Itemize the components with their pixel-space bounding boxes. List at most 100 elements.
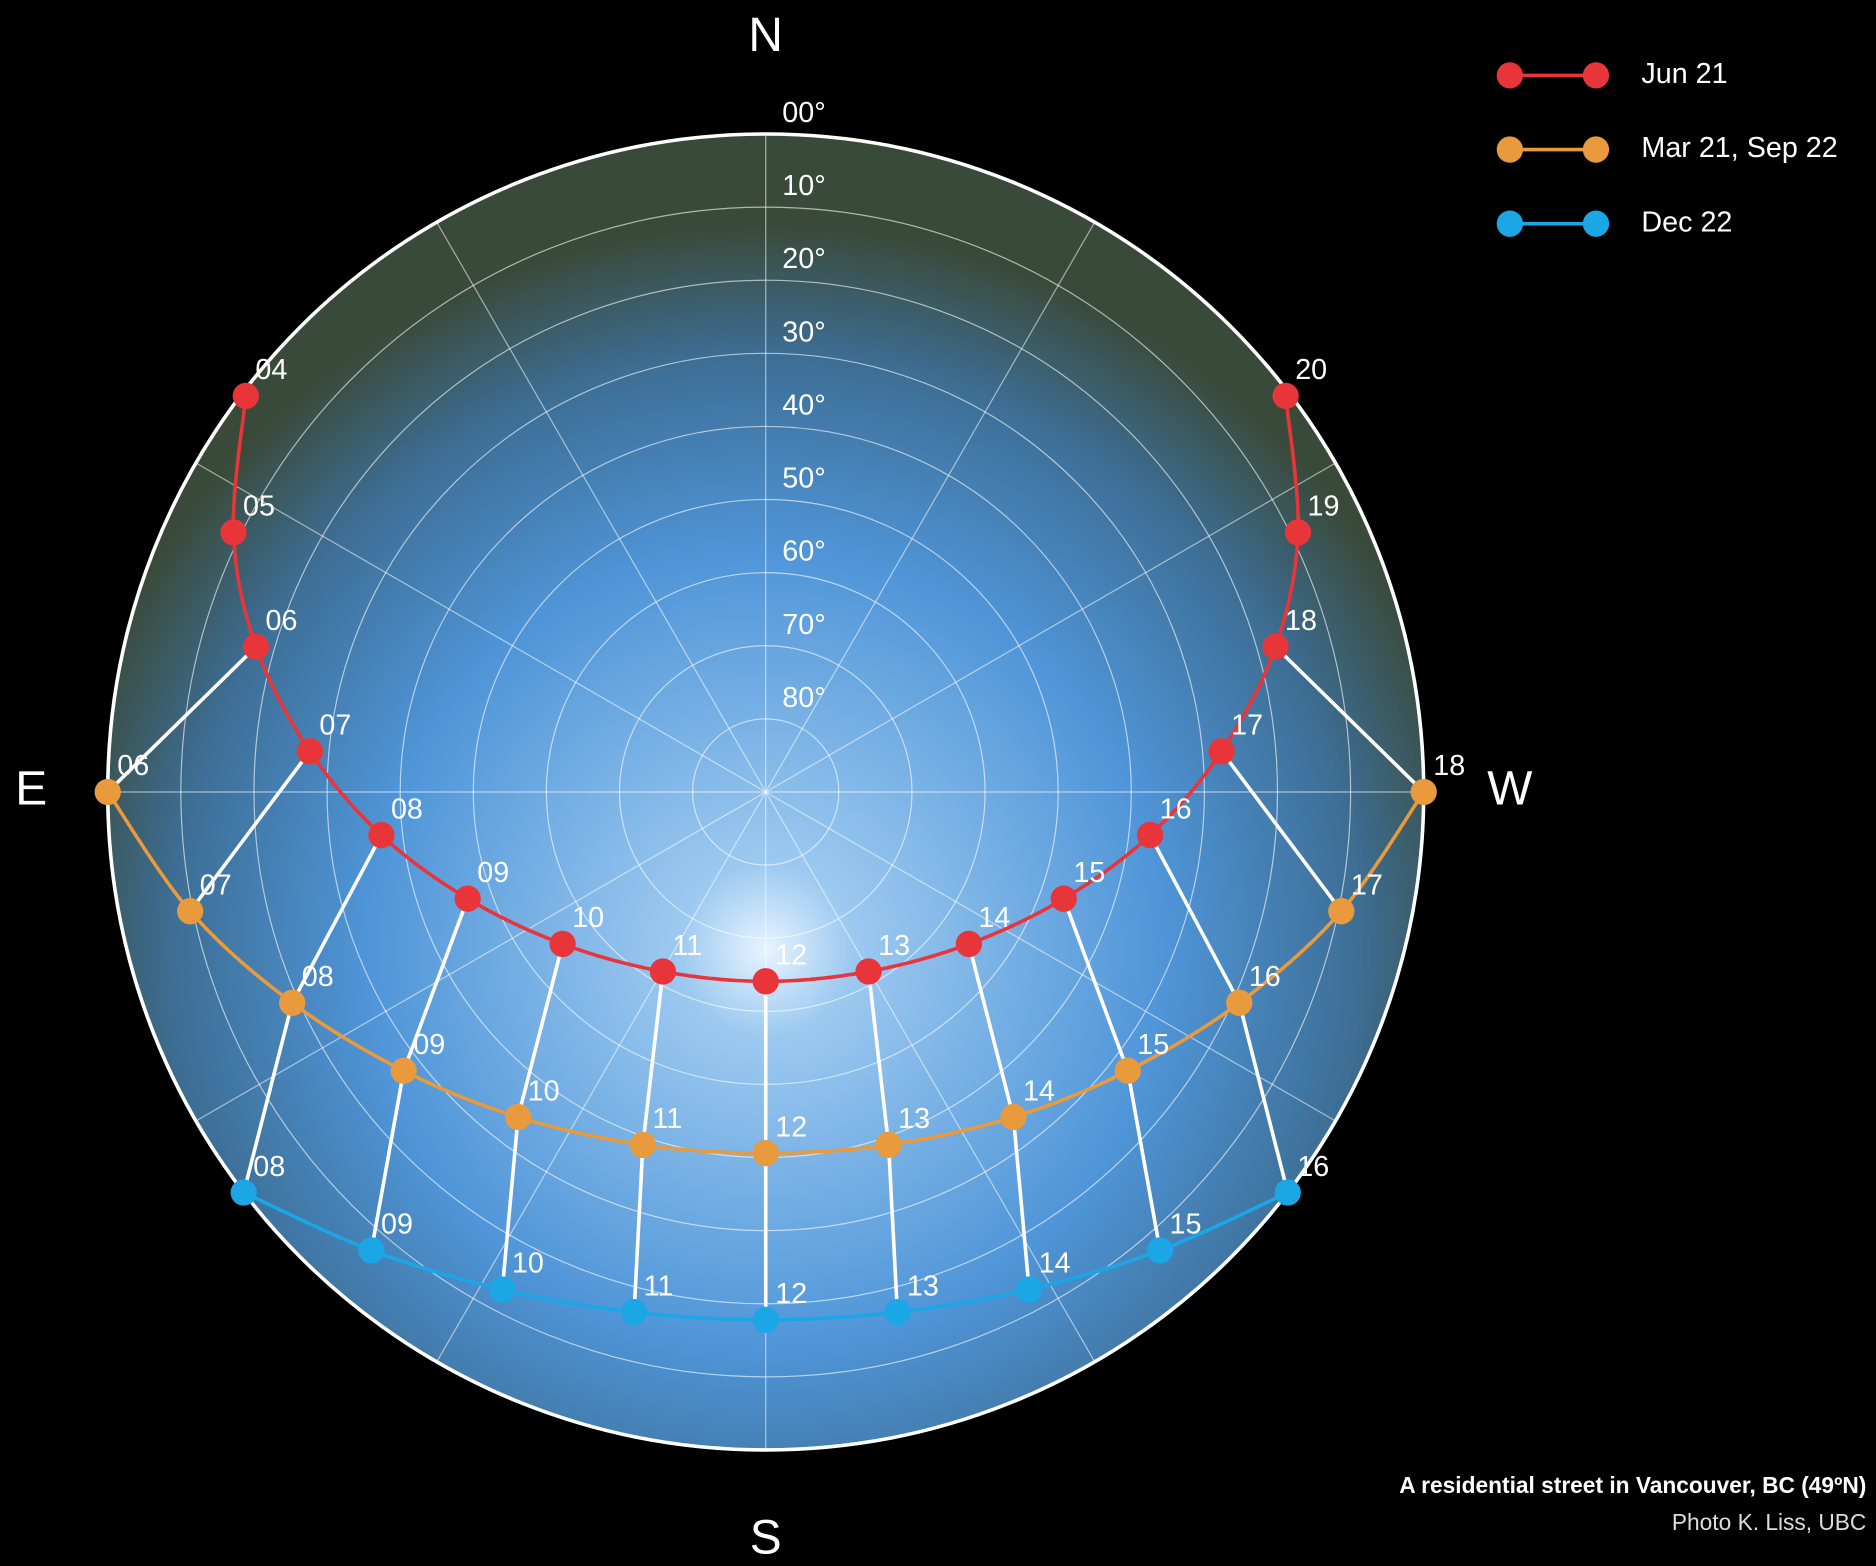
sun-position — [1262, 633, 1289, 660]
spoke — [765, 791, 1336, 1122]
sun-position — [884, 1299, 911, 1326]
hour-label: 09 — [413, 1029, 445, 1061]
hour-label: 09 — [381, 1209, 413, 1241]
sun-position — [1146, 1237, 1174, 1264]
hour-label: 08 — [253, 1151, 285, 1183]
legend-label: Jun 21 — [1641, 58, 1727, 90]
north-label: N — [748, 9, 783, 62]
altitude-label: 40° — [782, 389, 825, 421]
hour-label: 14 — [978, 902, 1010, 934]
hour-label: 12 — [775, 940, 807, 972]
east-label: E — [15, 763, 47, 816]
spoke — [765, 462, 1336, 793]
sun-position — [752, 1306, 779, 1333]
sun-position — [368, 821, 395, 849]
hour-label: 13 — [907, 1270, 939, 1302]
legend-marker — [1496, 210, 1524, 237]
hour-label: 13 — [898, 1103, 930, 1135]
sun-position — [1272, 382, 1299, 410]
hour-label: 14 — [1023, 1075, 1055, 1107]
sun-position — [752, 1139, 779, 1167]
altitude-ring — [180, 206, 1352, 1378]
hour-line — [1274, 645, 1425, 794]
hour-label: 16 — [1160, 793, 1192, 825]
spoke — [436, 791, 767, 1363]
south-label: S — [750, 1512, 782, 1565]
sun-position — [1208, 738, 1235, 765]
hour-label: 07 — [200, 869, 232, 901]
hour-label: 05 — [243, 491, 275, 523]
hour-label: 17 — [1231, 710, 1263, 742]
sun-position — [454, 885, 481, 912]
altitude-label: 00° — [782, 97, 825, 129]
hour-label: 12 — [775, 1278, 807, 1310]
legend-label: Dec 22 — [1641, 206, 1732, 238]
hour-label: 08 — [391, 793, 423, 825]
altitude-label: 10° — [782, 170, 825, 202]
sun-position — [549, 930, 576, 958]
credit: Photo K. Liss, UBC — [1672, 1509, 1866, 1535]
legend-marker — [1496, 62, 1524, 89]
hour-label: 15 — [1073, 857, 1105, 889]
sun-position — [230, 1179, 257, 1206]
altitude-label: 60° — [782, 536, 825, 568]
sun-position — [620, 1299, 648, 1326]
sun-position — [504, 1103, 532, 1131]
sun-position — [358, 1237, 385, 1264]
sun-position — [1226, 989, 1253, 1016]
legend-marker — [1582, 62, 1610, 89]
caption: A residential street in Vancouver, BC (4… — [1399, 1472, 1866, 1498]
hour-label: 15 — [1170, 1209, 1202, 1241]
hour-label: 07 — [319, 710, 351, 742]
spoke — [765, 791, 1096, 1363]
hour-label: 17 — [1351, 869, 1383, 901]
hour-line — [188, 750, 312, 913]
hour-label: 14 — [1039, 1248, 1071, 1280]
hour-label: 08 — [302, 961, 334, 993]
legend-marker — [1496, 136, 1524, 163]
spoke — [195, 791, 767, 1122]
hour-label: 11 — [672, 930, 702, 962]
sun-position — [1015, 1276, 1043, 1303]
sun-position — [94, 778, 121, 806]
spoke — [195, 462, 767, 793]
hour-label: 04 — [255, 354, 287, 386]
spoke — [436, 221, 767, 793]
sun-position — [629, 1131, 657, 1158]
altitude-label: 50° — [782, 463, 825, 495]
altitude-label: 70° — [782, 609, 825, 641]
hour-label: 15 — [1137, 1029, 1169, 1061]
hour-label: 11 — [644, 1270, 674, 1302]
altitude-ring — [692, 718, 840, 866]
legend-marker — [1582, 136, 1610, 163]
sun-position — [752, 968, 779, 995]
sun-position — [232, 382, 259, 410]
hour-line — [1220, 750, 1343, 913]
hour-label: 16 — [1249, 961, 1281, 993]
sun-position — [649, 958, 677, 985]
hour-label: 10 — [572, 902, 604, 934]
hour-label: 20 — [1295, 354, 1327, 386]
hour-label: 13 — [878, 930, 910, 962]
altitude-label: 20° — [782, 243, 825, 275]
hour-label: 12 — [775, 1111, 807, 1143]
legend: Jun 21 Mar 21, Sep 22 Dec 22 — [1496, 58, 1838, 238]
sun-position — [1136, 821, 1164, 849]
hour-label: 10 — [512, 1248, 544, 1280]
hour-label: 11 — [652, 1103, 682, 1135]
sun-position — [875, 1131, 902, 1158]
legend-label: Mar 21, Sep 22 — [1641, 132, 1837, 164]
sun-position — [176, 898, 204, 925]
spoke — [765, 221, 1096, 793]
hour-label: 10 — [528, 1075, 560, 1107]
hour-label: 19 — [1308, 491, 1340, 523]
sun-position — [1050, 885, 1077, 912]
sun-position — [1114, 1057, 1141, 1084]
sun-position — [1000, 1103, 1027, 1131]
sun-position — [1284, 519, 1312, 546]
sun-position — [489, 1276, 516, 1303]
sun-position — [220, 519, 247, 546]
sun-position — [1274, 1179, 1301, 1206]
hour-label: 16 — [1297, 1151, 1329, 1183]
